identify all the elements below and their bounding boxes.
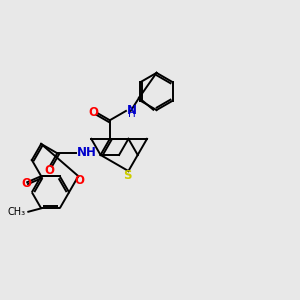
Text: NH: NH xyxy=(77,146,97,159)
Text: S: S xyxy=(123,169,132,182)
Text: O: O xyxy=(74,174,84,187)
Text: N: N xyxy=(127,104,137,117)
Text: O: O xyxy=(88,106,98,119)
Text: O: O xyxy=(21,177,31,190)
Text: CH₃: CH₃ xyxy=(8,207,26,218)
Text: H: H xyxy=(128,109,136,119)
Text: O: O xyxy=(45,164,55,177)
